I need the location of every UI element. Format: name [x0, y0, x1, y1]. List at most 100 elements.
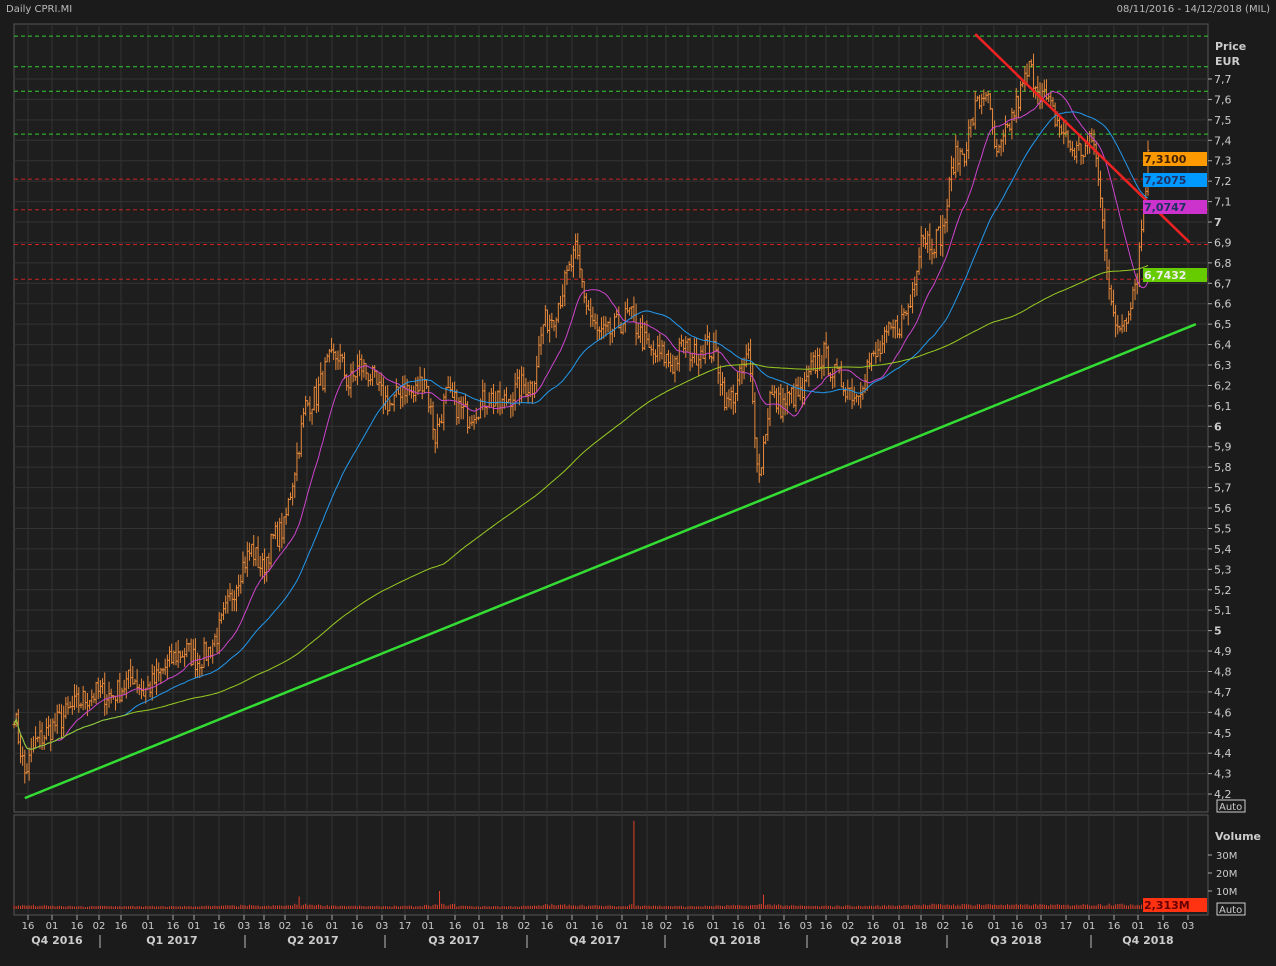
last-value-tag — [1143, 200, 1207, 214]
y-tick-label: 5,7 — [1214, 482, 1232, 495]
y-tick-label: 6,2 — [1214, 379, 1232, 392]
auto-scale-label: Auto — [1219, 905, 1242, 916]
x-tick-label: 01 — [566, 921, 579, 932]
support-trendline — [24, 323, 1197, 800]
x-tick-label: 03 — [238, 921, 251, 932]
y-tick-label: 4,9 — [1214, 645, 1232, 658]
last-value-label: 7,2075 — [1144, 174, 1186, 187]
y-tick-label: 7,3 — [1214, 155, 1232, 168]
x-tick-label: 16 — [1108, 921, 1121, 932]
ma-short-line — [13, 90, 1149, 750]
x-tick-label: 16 — [961, 921, 974, 932]
x-tick-label: 01 — [707, 921, 720, 932]
x-tick-label: 01 — [326, 921, 339, 932]
y-tick-label: 5 — [1214, 625, 1222, 638]
y-tick-label: 7,6 — [1214, 93, 1232, 106]
last-value-tag — [1143, 173, 1207, 187]
volume-last-label: 2,313M — [1144, 899, 1190, 912]
last-value-tag — [1143, 152, 1207, 166]
y-tick-label: 4,8 — [1214, 665, 1232, 678]
volume-last-tag — [1143, 898, 1207, 912]
volume-tick-label: 10M — [1216, 887, 1237, 898]
y-tick-label: 4,2 — [1214, 788, 1232, 801]
y-tick-label: 5,1 — [1214, 604, 1232, 617]
y-tick-label: 7 — [1214, 216, 1222, 229]
y-tick-label: 6,5 — [1214, 318, 1232, 331]
x-tick-label: 02 — [937, 921, 950, 932]
x-tick-label: 16 — [1157, 921, 1170, 932]
y-tick-label: 5,3 — [1214, 563, 1232, 576]
chart-title: Daily CPRI.MI — [6, 4, 73, 15]
x-tick-label: 03 — [1182, 921, 1195, 932]
x-tick-label: 01 — [188, 921, 201, 932]
x-tick-label: 17 — [1060, 921, 1073, 932]
y-tick-label: 6,9 — [1214, 236, 1232, 249]
last-value-label: 7,3100 — [1144, 153, 1187, 166]
x-tick-label: 01 — [473, 921, 486, 932]
x-tick-label: 01 — [1132, 921, 1145, 932]
y-tick-label: 5,4 — [1214, 543, 1232, 556]
x-tick-label: 16 — [301, 921, 314, 932]
x-tick-label: 16 — [213, 921, 226, 932]
x-tick-label: 16 — [867, 921, 880, 932]
auto-scale-button[interactable] — [1216, 902, 1246, 916]
volume-panel — [13, 814, 1209, 916]
x-tick-label: 16 — [71, 921, 84, 932]
last-value-label: 6,7432 — [1144, 269, 1186, 282]
y-tick-label: 6,4 — [1214, 339, 1232, 352]
quarter-label: Q4 2017 — [569, 934, 620, 947]
y-tick-label: 6,3 — [1214, 359, 1232, 372]
x-tick-label: 16 — [167, 921, 180, 932]
x-tick-label: 03 — [1035, 921, 1048, 932]
y-tick-label: 5,6 — [1214, 502, 1232, 515]
quarter-label: Q2 2018 — [850, 934, 901, 947]
x-tick-label: 01 — [422, 921, 435, 932]
x-tick-label: 03 — [376, 921, 389, 932]
y-tick-label: 6 — [1214, 420, 1222, 433]
y-tick-label: 6,1 — [1214, 400, 1232, 413]
x-tick-label: 16 — [778, 921, 791, 932]
x-tick-label: 18 — [915, 921, 928, 932]
x-tick-label: 01 — [754, 921, 767, 932]
x-tick-label: 01 — [988, 921, 1001, 932]
x-tick-label: 01 — [46, 921, 59, 932]
y-tick-label: 4,3 — [1214, 768, 1232, 781]
ma-long-line — [13, 265, 1149, 750]
x-tick-label: 16 — [1011, 921, 1024, 932]
y-tick-label: 4,7 — [1214, 686, 1232, 699]
x-tick-label: 02 — [279, 921, 292, 932]
y-tick-label: 5,9 — [1214, 441, 1232, 454]
x-tick-label: 02 — [93, 921, 106, 932]
last-value-tag — [1143, 268, 1207, 282]
x-tick-label: 02 — [518, 921, 531, 932]
x-tick-label: 03 — [800, 921, 813, 932]
x-tick-label: 18 — [641, 921, 654, 932]
quarter-label: Q3 2018 — [990, 934, 1041, 947]
volume-tick-label: 20M — [1216, 869, 1237, 880]
plot-area — [14, 24, 1208, 915]
x-tick-label: 02 — [842, 921, 855, 932]
x-tick-label: 16 — [449, 921, 462, 932]
y-tick-label: 4,6 — [1214, 706, 1232, 719]
y-tick-label: 7,7 — [1214, 73, 1232, 86]
quarter-label: Q1 2018 — [709, 934, 760, 947]
x-tick-label: 18 — [258, 921, 271, 932]
x-tick-label: 16 — [351, 921, 364, 932]
last-value-label: 7,0747 — [1144, 201, 1186, 214]
y-tick-label: 7,5 — [1214, 114, 1232, 127]
volume-tick-label: 30M — [1216, 851, 1237, 862]
x-tick-label: 01 — [1083, 921, 1096, 932]
x-tick-label: 16 — [541, 921, 554, 932]
y-tick-label: 6,7 — [1214, 277, 1232, 290]
y-tick-label: 5,2 — [1214, 584, 1232, 597]
price-panel — [13, 23, 1209, 813]
x-tick-label: 16 — [732, 921, 745, 932]
y-tick-label: 5,5 — [1214, 522, 1232, 535]
quarter-label: Q2 2017 — [287, 934, 338, 947]
x-tick-label: 01 — [616, 921, 629, 932]
x-tick-label: 16 — [22, 921, 35, 932]
y-tick-label: 5,8 — [1214, 461, 1232, 474]
x-tick-label: 16 — [820, 921, 833, 932]
auto-scale-button[interactable] — [1216, 799, 1246, 813]
